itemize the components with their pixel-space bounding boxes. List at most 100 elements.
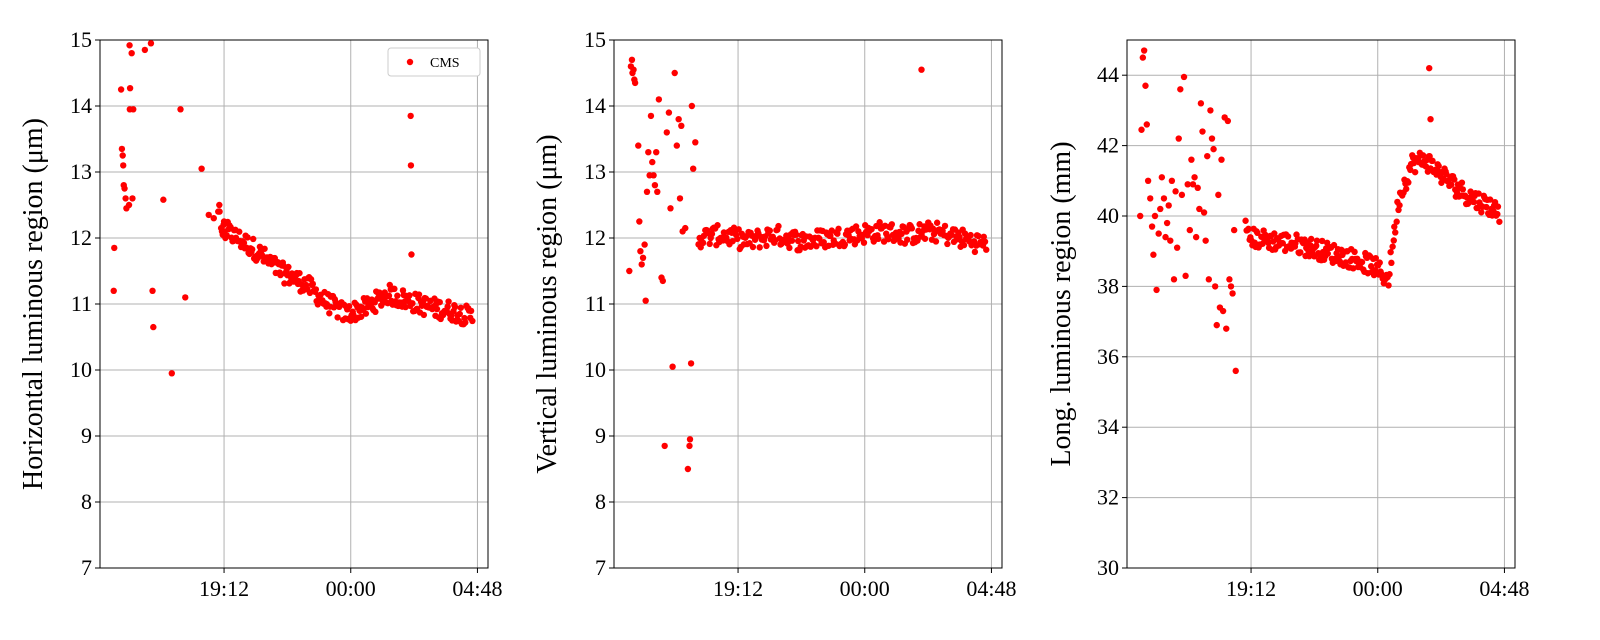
data-point xyxy=(1153,286,1160,294)
data-point xyxy=(391,285,398,293)
data-point xyxy=(699,239,707,247)
data-point xyxy=(1219,307,1227,315)
data-point xyxy=(1143,121,1150,128)
y-tick-label: 9 xyxy=(595,423,606,448)
data-point xyxy=(236,228,243,235)
data-point xyxy=(1165,202,1172,209)
data-point xyxy=(378,302,385,309)
data-point xyxy=(121,185,128,192)
data-point xyxy=(671,69,678,77)
data-point xyxy=(1167,237,1174,244)
data-point xyxy=(944,240,951,248)
data-point xyxy=(407,112,414,120)
data-point xyxy=(639,254,647,261)
y-tick-label: 13 xyxy=(70,159,92,184)
data-point xyxy=(1199,128,1206,135)
data-point xyxy=(834,230,841,237)
data-point xyxy=(1245,225,1252,233)
data-point xyxy=(372,308,379,316)
data-point xyxy=(1376,259,1383,266)
data-point xyxy=(394,292,401,299)
data-point xyxy=(177,106,184,113)
x-tick-label: 00:00 xyxy=(326,576,376,601)
y-axis-label: Horizontal luminous region (μm) xyxy=(18,118,49,490)
data-point xyxy=(1210,145,1217,153)
y-tick-label: 12 xyxy=(584,225,606,250)
data-point xyxy=(117,86,125,93)
data-point xyxy=(1475,190,1482,197)
data-point xyxy=(1435,162,1442,170)
data-point xyxy=(1371,267,1379,274)
data-point xyxy=(1387,248,1394,256)
x-tick-label: 19:12 xyxy=(1226,576,1276,601)
data-point xyxy=(408,251,415,258)
chart-panel-1: 7 8 9 10 11 12 13 14 15 19:12 00:00 04:48 Horizontal… xyxy=(18,27,503,601)
data-point xyxy=(1200,209,1208,216)
data-point xyxy=(296,269,303,277)
data-point xyxy=(654,188,661,195)
data-point xyxy=(686,436,694,443)
data-point xyxy=(687,360,695,367)
data-point xyxy=(1213,321,1220,329)
data-point xyxy=(1350,265,1357,272)
data-point xyxy=(1178,191,1186,199)
data-point xyxy=(1151,212,1159,220)
data-point xyxy=(409,300,416,307)
data-point xyxy=(1324,250,1331,257)
data-point xyxy=(1138,126,1145,133)
y-tick-label: 14 xyxy=(584,93,606,118)
data-point xyxy=(1232,367,1239,375)
data-point xyxy=(436,298,443,306)
data-point xyxy=(1242,217,1249,224)
data-point xyxy=(875,235,882,243)
data-point xyxy=(357,313,365,320)
y-tick-label: 14 xyxy=(70,93,92,118)
data-point xyxy=(647,112,655,120)
y-tick-label: 15 xyxy=(584,27,606,52)
data-point xyxy=(1191,174,1198,181)
data-point xyxy=(1172,188,1179,195)
data-point xyxy=(630,66,637,73)
data-point xyxy=(125,201,133,209)
data-point xyxy=(975,232,982,240)
data-point xyxy=(1459,186,1467,193)
data-point xyxy=(628,56,636,63)
data-point xyxy=(1197,100,1205,107)
data-point xyxy=(841,241,849,248)
data-point xyxy=(678,122,685,129)
x-tick-label: 00:00 xyxy=(1353,576,1403,601)
data-point xyxy=(1427,116,1434,123)
data-point xyxy=(971,248,979,256)
y-tick-label: 44 xyxy=(1097,62,1119,87)
data-point xyxy=(1483,203,1490,211)
data-point xyxy=(1403,185,1410,193)
data-point xyxy=(216,201,223,209)
y-tick-label: 7 xyxy=(81,555,92,580)
data-point xyxy=(312,286,320,293)
data-point xyxy=(663,129,670,136)
data-point xyxy=(673,142,681,149)
data-point xyxy=(888,221,896,228)
data-point xyxy=(1136,212,1144,220)
data-point xyxy=(1385,282,1392,289)
data-point xyxy=(692,139,699,146)
data-point xyxy=(309,280,317,288)
data-point xyxy=(1392,229,1399,236)
data-point xyxy=(1358,258,1366,266)
x-tick-label: 04:48 xyxy=(966,576,1016,601)
y-tick-label: 11 xyxy=(585,291,606,316)
plot-frame xyxy=(1126,39,1516,569)
data-point xyxy=(1150,251,1157,258)
data-point xyxy=(1494,203,1502,210)
data-point xyxy=(876,219,883,226)
data-point xyxy=(326,310,333,317)
data-point xyxy=(467,307,475,315)
data-point xyxy=(1218,156,1225,163)
data-point xyxy=(407,162,415,169)
data-point xyxy=(1144,177,1152,184)
data-point xyxy=(1162,233,1169,241)
data-point xyxy=(967,231,974,239)
data-point xyxy=(433,305,441,313)
data-point xyxy=(734,235,741,243)
data-point xyxy=(1391,223,1398,230)
